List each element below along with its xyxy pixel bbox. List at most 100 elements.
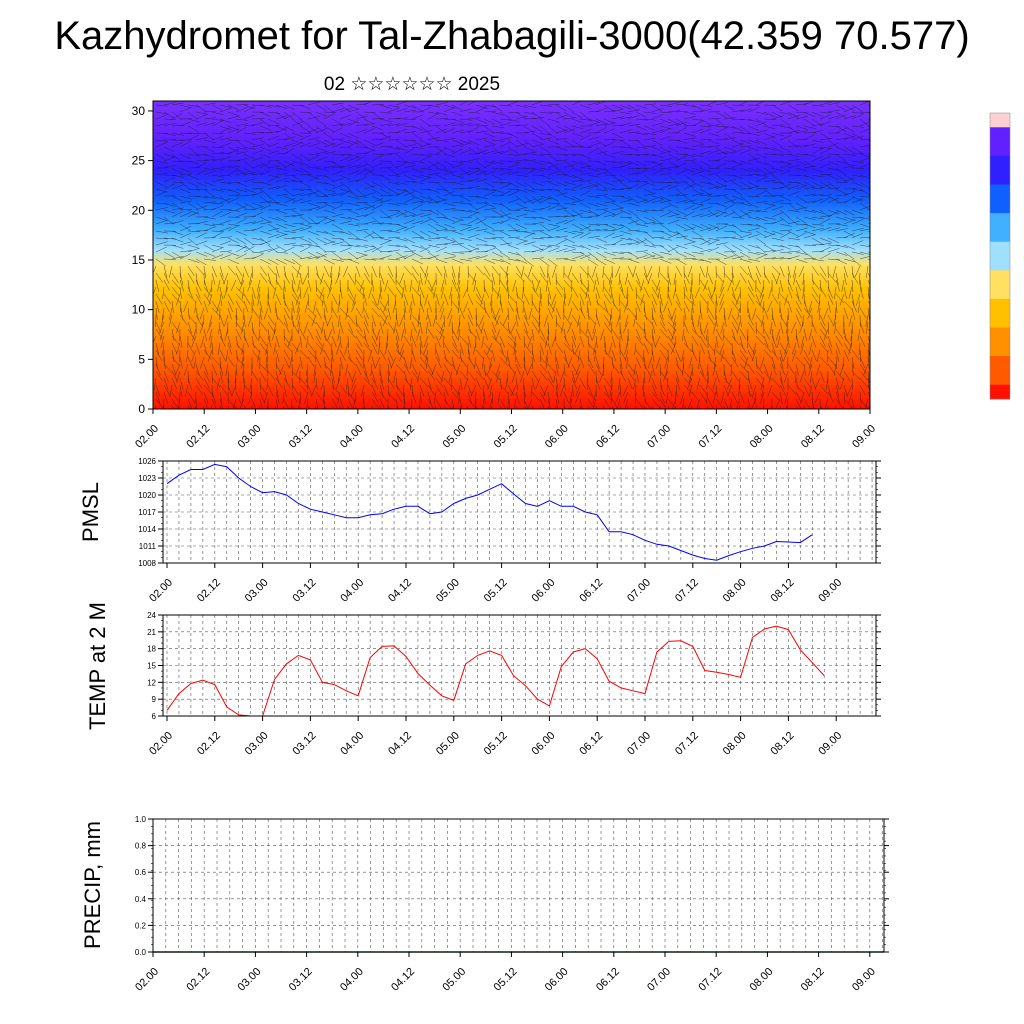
wind-barb	[647, 272, 653, 285]
time-tick-label: 02.00	[133, 423, 161, 451]
wind-barb	[315, 104, 327, 111]
wind-barb	[459, 226, 472, 232]
wind-barb	[467, 218, 479, 225]
wind-barb	[227, 293, 234, 305]
wind-barb	[595, 272, 600, 285]
wind-barb	[224, 314, 229, 327]
wind-barb	[195, 220, 208, 225]
wind-barb	[315, 230, 328, 234]
wind-barb	[835, 113, 848, 120]
wind-barb	[835, 137, 848, 141]
wind-barb	[627, 293, 629, 307]
wind-barb	[651, 256, 664, 260]
wind-barb	[475, 195, 488, 199]
wind-barb	[241, 321, 245, 334]
wind-barb	[483, 265, 491, 277]
wind-barb	[851, 104, 863, 112]
wind-barb	[619, 223, 631, 230]
wind-barb	[315, 237, 327, 244]
wind-barb	[739, 132, 753, 135]
wind-barb	[619, 356, 623, 369]
wind-barb	[263, 391, 269, 404]
wind-barb	[827, 279, 830, 293]
wind-barb	[747, 216, 760, 220]
wind-barb	[409, 307, 413, 320]
wind-barb	[195, 159, 208, 162]
wind-barb	[227, 265, 236, 276]
wind-barb	[555, 129, 568, 134]
wind-barb	[555, 215, 568, 218]
wind-barb	[603, 110, 616, 113]
wind-barb	[379, 229, 393, 232]
wind-barb	[379, 111, 392, 114]
wind-barb	[377, 293, 381, 306]
wind-barb	[291, 398, 293, 409]
wind-barb	[595, 244, 608, 250]
wind-barb	[539, 137, 552, 141]
wind-barb	[211, 188, 224, 192]
wind-barb	[440, 279, 445, 292]
wind-barb	[283, 398, 289, 409]
wind-barb	[359, 279, 365, 292]
wind-barb	[666, 377, 669, 391]
wind-barb	[715, 242, 728, 246]
wind-barb	[627, 216, 639, 225]
height-tick-label: 20	[132, 203, 146, 217]
wind-barb	[470, 384, 477, 397]
wind-barb	[455, 363, 461, 376]
wind-barb	[531, 257, 544, 260]
wind-barb	[458, 328, 461, 341]
wind-barb	[155, 153, 167, 161]
wind-barb	[419, 377, 429, 388]
wind-barb	[555, 188, 566, 197]
wind-barb	[647, 356, 653, 369]
wind-barb	[531, 377, 535, 390]
wind-barb	[547, 153, 558, 162]
wind-barb	[691, 202, 704, 206]
wind-barb	[203, 195, 216, 199]
wind-barb	[819, 321, 827, 333]
wind-barb	[467, 279, 469, 293]
wind-barb	[731, 216, 744, 219]
wind-barb	[347, 384, 349, 398]
wind-barb	[178, 405, 181, 409]
wind-barb	[627, 251, 639, 259]
wind-barb	[251, 342, 260, 353]
wind-barb	[595, 181, 607, 189]
wind-barb	[592, 391, 597, 404]
wind-barb	[283, 293, 286, 306]
wind-barb	[235, 202, 247, 210]
wind-barb	[731, 405, 733, 409]
wind-barb	[179, 167, 192, 173]
wind-barb	[747, 118, 760, 123]
wind-barb	[291, 321, 299, 333]
wind-barb	[619, 384, 622, 398]
wind-barb	[643, 314, 653, 324]
y-tick-label: 1023	[138, 474, 156, 483]
wind-barb	[787, 216, 798, 225]
wind-barb	[379, 384, 384, 397]
color-legend-swatch	[990, 222, 1010, 228]
wind-barb	[681, 349, 685, 362]
wind-barb	[187, 356, 193, 369]
wind-barb	[843, 398, 853, 409]
wind-barb	[451, 335, 457, 348]
wind-barb	[723, 167, 736, 170]
y-tick-label: 18	[147, 645, 156, 654]
wind-barb	[315, 188, 327, 196]
wind-barb	[547, 195, 559, 202]
wind-barb	[347, 120, 359, 127]
wind-barb	[511, 370, 517, 383]
wind-barb	[595, 151, 608, 155]
wind-barb	[227, 225, 239, 232]
wind-barb	[155, 258, 166, 267]
wind-barb	[179, 107, 192, 113]
wind-barb	[512, 279, 517, 292]
wind-barb	[683, 174, 695, 182]
wind-barb	[235, 356, 245, 367]
wind-barb	[827, 174, 840, 181]
wind-barb	[507, 171, 520, 176]
wind-barb	[155, 293, 163, 305]
wind-barb	[251, 251, 264, 254]
wind-barb	[251, 226, 264, 232]
